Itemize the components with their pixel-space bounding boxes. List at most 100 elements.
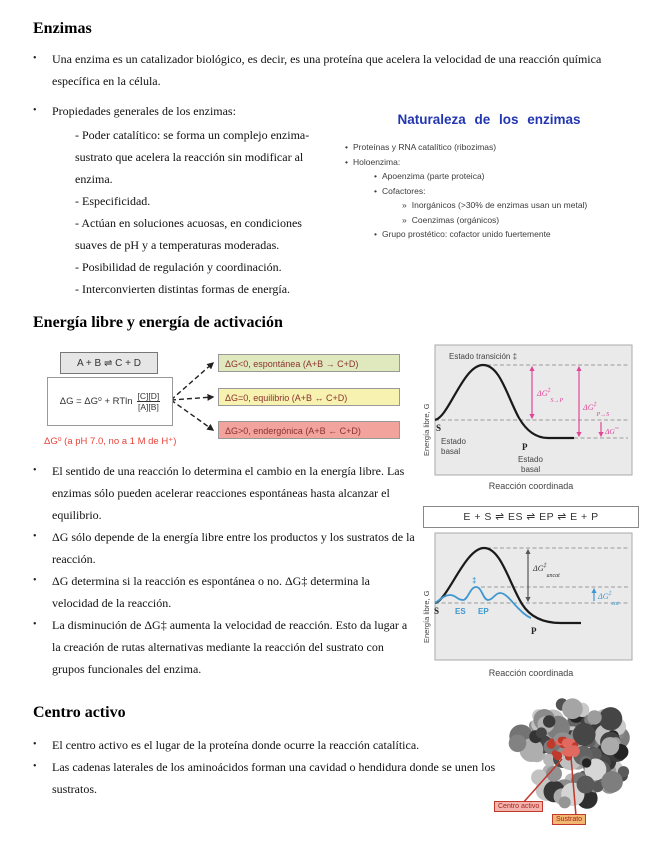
property-item: - Especificidad.: [75, 194, 151, 208]
bullet-icon: •: [33, 531, 37, 542]
bullet-text: La disminución de ΔG‡ aumenta la velocid…: [52, 618, 408, 676]
substrate-label: S: [436, 423, 441, 433]
slide-title: Naturaleza de los enzimas: [397, 112, 581, 127]
bullet-icon: •: [33, 53, 37, 64]
annotation-dg-ps: ΔG‡P→S: [582, 402, 609, 418]
protein-image: [508, 698, 630, 817]
transition-state-label: Estado transición ‡: [449, 352, 517, 361]
slide-item: • Apoenzima (parte proteica): [330, 169, 648, 184]
slide-item: • Grupo prostético: cofactor unido fuerte…: [330, 227, 648, 242]
list-item: • Propiedades generales de los enzimas:: [33, 100, 633, 122]
chevron-bullet-icon: »: [402, 214, 407, 225]
annotation-dg-uncat: ΔG‡uncat: [532, 563, 560, 579]
catalyzed-curve: [434, 586, 532, 619]
fraction-denominator: [A][B]: [138, 402, 159, 412]
outcome-endergonic: ΔG>0, endergónica (A+B ← C+D): [218, 421, 400, 439]
ep-label: EP: [478, 607, 489, 616]
list-item: • ΔG sólo depende de la energía libre en…: [33, 526, 418, 570]
slide-item-text: Grupo prostético: cofactor unido fuertem…: [381, 229, 551, 239]
slide-item-text: Coenzimas (orgánicos): [411, 214, 500, 225]
slide-item: • Cofactores:: [330, 184, 648, 199]
section-title-active-site: Centro activo: [33, 704, 126, 721]
property-item: - Interconvierten distintas formas de en…: [75, 282, 291, 296]
ddagger-label: ‡: [472, 576, 476, 585]
bullet-icon: •: [374, 171, 377, 181]
substrate-callout: Sustrato: [552, 814, 587, 825]
slide-item: » Inorgánicos (>30% de enzimas usan un me…: [330, 198, 648, 213]
gibbs-equation-box: ΔG = ΔG⁰ + RTln [C][D] [A][B]: [47, 377, 173, 426]
reaction-curve: [434, 363, 574, 440]
bullet-icon: •: [33, 465, 37, 476]
basal-state-p: Estado: [518, 455, 543, 464]
annotation-dg-cat: ΔG‡cat: [597, 591, 619, 607]
bullet-icon: •: [345, 142, 348, 152]
property-item: - Poder catalítico: se forma un complejo…: [75, 128, 310, 186]
bullet-icon: •: [33, 619, 37, 630]
reaction-equation-box: A + B ⇌ C + D: [60, 352, 158, 374]
list-item: • Las cadenas laterales de los aminoácid…: [33, 756, 513, 800]
pointer-line-sustrato: [570, 756, 577, 817]
slide-item-text: Cofactores:: [381, 185, 426, 196]
list-item: • Una enzima es un catalizador biológico…: [33, 48, 633, 92]
enzyme-equation-box: E + S ⇌ ES ⇌ EP ⇌ E + P: [423, 506, 639, 528]
energy-diagram-1: Energía libre, G Estado transición ‡ ΔG‡…: [422, 344, 633, 476]
y-axis-label: Energía libre, G: [422, 590, 431, 643]
basal-state-p: basal: [521, 465, 540, 474]
free-energy-bullets: • El sentido de una reacción lo determin…: [33, 460, 418, 680]
fraction-numerator: [C][D]: [136, 391, 161, 402]
bullet-text: ΔG sólo depende de la energía libre entr…: [52, 530, 415, 566]
pointer-line-centro: [521, 758, 563, 805]
bullet-icon: •: [345, 156, 348, 167]
chart1-caption: Reacción coordinada: [488, 481, 574, 491]
bullet-icon: •: [33, 105, 37, 116]
active-site-bullets: • El centro activo es el lugar de la pro…: [33, 734, 513, 800]
slide-item-text: Inorgánicos (>30% de enzimas usan un met…: [411, 200, 588, 210]
property-item: - Posibilidad de regulación y coordinaci…: [75, 260, 282, 274]
uncatalyzed-curve: [434, 546, 581, 625]
bullet-icon: •: [33, 739, 37, 750]
nature-slide: Naturaleza de los enzimas • Proteínas y R…: [330, 112, 648, 242]
slide-item-text: Holoenzima:: [352, 156, 401, 167]
chart2-caption: Reacción coordinada: [488, 668, 574, 678]
enzyme-properties-list: - Poder catalítico: se forma un complejo…: [75, 124, 333, 300]
basal-state-s: basal: [441, 447, 460, 456]
slide-item: • Holoenzima:: [330, 155, 648, 170]
substrate-label: S: [434, 606, 439, 616]
property-item: - Actúan en soluciones acuosas, en condi…: [75, 216, 302, 252]
protein-atoms: [508, 698, 630, 809]
intro-bullet-2: Propiedades generales de los enzimas:: [52, 104, 236, 118]
slide-item: » Coenzimas (orgánicos): [330, 213, 648, 228]
bullet-text: Las cadenas laterales de los aminoácidos…: [52, 760, 496, 796]
energy-diagram-2: Energía libre, G ΔG‡uncat ΔG‡cat ‡ ES EP…: [422, 532, 633, 661]
ph-note: ΔG⁰ (a pH 7.0, no a 1 M de H⁺): [44, 436, 177, 447]
concentration-fraction: [C][D] [A][B]: [136, 391, 161, 412]
slide-item-text: Proteínas y RNA catalítico (ribozimas): [352, 142, 497, 152]
protein-figure: Centro activo Sustrato: [492, 693, 654, 845]
y-axis-label: Energía libre, G: [422, 403, 431, 456]
chevron-bullet-icon: »: [402, 200, 407, 210]
dashed-arrows: [170, 362, 215, 431]
slide-item: • Proteínas y RNA catalítico (ribozimas): [330, 140, 648, 155]
basal-state-s: Estado: [441, 437, 466, 446]
bullet-icon: •: [33, 761, 37, 772]
outcome-spontaneous: ΔG<0, espontánea (A+B → C+D): [218, 354, 400, 372]
section-title-free-energy: Energía libre y energía de activación: [33, 314, 283, 331]
outcome-equilibrium: ΔG=0, equilibrio (A+B ↔ C+D): [218, 388, 400, 406]
list-item: • ΔG determina si la reacción es espontá…: [33, 570, 418, 614]
bullet-icon: •: [33, 575, 37, 586]
bullet-text: El centro activo es el lugar de la prote…: [52, 738, 420, 752]
bullet-text: ΔG determina si la reacción es espontáne…: [52, 574, 370, 610]
annotation-dg-net: ΔG′°: [604, 426, 619, 436]
intro-list: • Una enzima es un catalizador biológico…: [33, 48, 633, 130]
product-label: P: [531, 626, 537, 636]
slide-item-text: Apoenzima (parte proteica): [381, 171, 485, 181]
es-label: ES: [455, 607, 466, 616]
bullet-icon: •: [374, 185, 377, 196]
list-item: • La disminución de ΔG‡ aumenta la veloc…: [33, 614, 418, 680]
bullet-icon: •: [374, 229, 377, 239]
gibbs-diagram: A + B ⇌ C + D ΔG = ΔG⁰ + RTln [C][D] [A]…: [40, 348, 420, 453]
intro-bullet-1: Una enzima es un catalizador biológico, …: [52, 52, 602, 88]
product-label: P: [522, 442, 528, 452]
gibbs-equation-text: ΔG = ΔG⁰ + RTln: [59, 396, 133, 407]
